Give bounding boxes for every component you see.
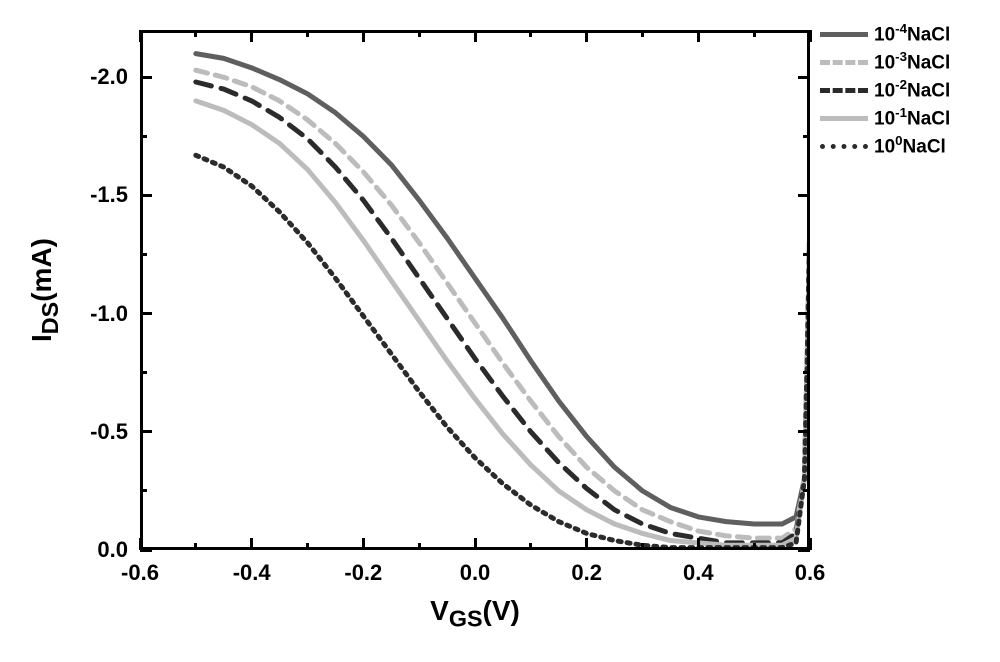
legend-label: 10-2NaCl: [874, 77, 950, 102]
axis-tick: [140, 253, 147, 256]
legend-swatch: [820, 76, 868, 104]
tick-label: 0.6: [795, 560, 826, 586]
axis-tick: [798, 430, 810, 433]
series-nacl_1e0: [196, 155, 810, 547]
axis-tick: [798, 549, 810, 552]
axis-tick: [140, 549, 152, 552]
axis-tick: [809, 30, 812, 42]
chart-container: -0.6 -0.4 -0.2 0.0 0.2 0.4 0.6 0.0 -0.5 -1.0 -1.5 -…: [0, 0, 1000, 662]
tick-label: -0.4: [233, 560, 271, 586]
tick-label: 0.0: [97, 537, 128, 563]
axis-tick: [803, 253, 810, 256]
axis-tick: [194, 30, 197, 37]
legend-label: 10-1NaCl: [874, 105, 950, 130]
y-axis-title-sub: DS: [37, 302, 63, 334]
tick-label: -1.5: [90, 182, 128, 208]
axis-tick: [474, 538, 477, 550]
axis-tick: [140, 489, 147, 492]
legend-swatch: [820, 132, 868, 160]
legend-swatch: [820, 104, 868, 132]
axis-tick: [798, 76, 810, 79]
y-axis-title-prefix: I: [26, 334, 57, 342]
legend-row-nacl_1e-1: 10-1NaCl: [820, 104, 950, 132]
legend-label: 10-3NaCl: [874, 49, 950, 74]
axis-tick: [798, 312, 810, 315]
legend-row-nacl_1e-4: 10-4NaCl: [820, 20, 950, 48]
tick-label: -0.6: [121, 560, 159, 586]
axis-tick: [140, 76, 152, 79]
axis-tick: [641, 30, 644, 37]
axis-tick: [798, 194, 810, 197]
legend-label: 100NaCl: [874, 133, 946, 158]
legend-swatch: [820, 20, 868, 48]
axis-tick: [306, 543, 309, 550]
axis-tick: [139, 30, 142, 42]
legend-swatch: [820, 48, 868, 76]
axis-tick: [140, 135, 147, 138]
tick-label: 0.4: [683, 560, 714, 586]
x-axis-title: VGS(V): [430, 595, 520, 633]
axis-tick: [140, 312, 152, 315]
axis-tick: [362, 30, 365, 42]
tick-label: -0.5: [90, 419, 128, 445]
axis-tick: [803, 135, 810, 138]
x-axis-title-prefix: V: [430, 595, 449, 626]
axis-tick: [418, 30, 421, 37]
tick-label: -1.0: [90, 301, 128, 327]
y-axis-title: IDS(mA): [26, 238, 64, 342]
axis-tick: [418, 543, 421, 550]
legend-row-nacl_1e-3: 10-3NaCl: [820, 48, 950, 76]
axis-tick: [585, 30, 588, 42]
axis-tick: [194, 543, 197, 550]
legend: 10-4NaCl 10-3NaCl 10-2NaCl 10-1NaCl 100NaCl: [820, 20, 950, 160]
axis-tick: [474, 30, 477, 42]
axis-tick: [641, 543, 644, 550]
axis-tick: [803, 489, 810, 492]
legend-row-nacl_1e0: 100NaCl: [820, 132, 950, 160]
axis-tick: [306, 30, 309, 37]
x-axis-title-sub: GS: [449, 606, 483, 632]
axis-tick: [803, 371, 810, 374]
axis-tick: [529, 543, 532, 550]
y-axis-title-suffix: (mA): [26, 238, 57, 302]
tick-label: -2.0: [90, 64, 128, 90]
legend-label: 10-4NaCl: [874, 21, 950, 46]
x-axis-title-suffix: (V): [483, 595, 520, 626]
axis-tick: [140, 371, 147, 374]
tick-label: 0.2: [571, 560, 602, 586]
series-nacl_1e-1: [196, 101, 810, 545]
legend-row-nacl_1e-2: 10-2NaCl: [820, 76, 950, 104]
axis-tick: [697, 30, 700, 42]
axis-tick: [250, 30, 253, 42]
axis-tick: [585, 538, 588, 550]
axis-tick: [697, 538, 700, 550]
axis-tick: [753, 543, 756, 550]
axis-tick: [753, 30, 756, 37]
axis-tick: [140, 430, 152, 433]
axis-tick: [250, 538, 253, 550]
axis-tick: [140, 194, 152, 197]
axis-tick: [362, 538, 365, 550]
tick-label: 0.0: [460, 560, 491, 586]
series-nacl_1e-3: [196, 70, 810, 538]
tick-label: -0.2: [344, 560, 382, 586]
axis-tick: [529, 30, 532, 37]
